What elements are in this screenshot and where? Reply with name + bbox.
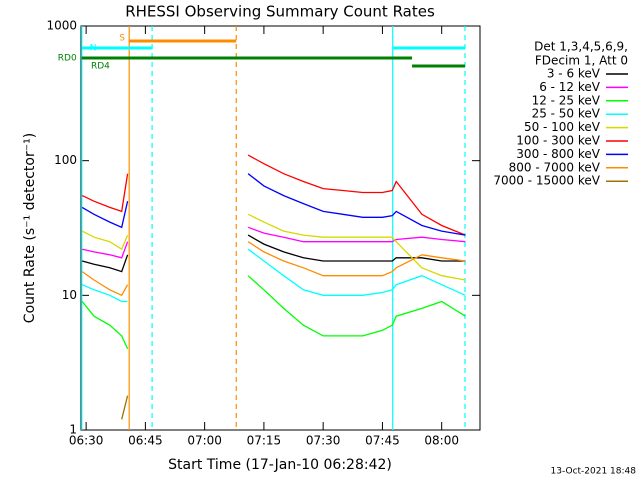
- series-line: [81, 248, 466, 303]
- x-tick-label: 06:30: [69, 434, 104, 448]
- x-tick-label: 07:30: [306, 434, 341, 448]
- x-tick-label: 08:00: [424, 434, 459, 448]
- x-tick-label: 07:45: [365, 434, 400, 448]
- y-axis-label: Count Rate (s⁻¹ detector⁻¹): [22, 133, 38, 323]
- x-tick-label: 06:45: [128, 434, 163, 448]
- x-axis-label: Start Time (17-Jan-10 06:28:42): [168, 457, 392, 473]
- legend-label: 300 - 800 keV: [516, 147, 600, 161]
- series-line: [82, 234, 466, 273]
- legend-label: 25 - 50 keV: [532, 107, 601, 121]
- legend-label: 800 - 7000 keV: [509, 160, 601, 174]
- legend-header: Det 1,3,4,5,6,9,: [534, 40, 628, 54]
- legend-label: 7000 - 15000 keV: [493, 174, 600, 188]
- plot-frame: [80, 25, 481, 431]
- chart-title: RHESSI Observing Summary Count Rates: [125, 3, 435, 21]
- legend-label: 6 - 12 keV: [539, 80, 601, 94]
- series-line: [82, 226, 466, 259]
- status-label: RD4: [91, 62, 110, 72]
- status-label: S: [119, 34, 125, 44]
- legend-label: 12 - 25 keV: [532, 93, 601, 107]
- status-label: RD0: [58, 54, 77, 64]
- x-tick-label: 07:15: [247, 434, 282, 448]
- series-line: [81, 241, 466, 297]
- series-line: [81, 154, 466, 236]
- status-label: N: [90, 44, 97, 54]
- y-tick-label: 100: [54, 153, 77, 167]
- legend-label: 50 - 100 keV: [524, 120, 601, 134]
- x-tick-label: 07:00: [187, 434, 222, 448]
- series-line: [81, 213, 466, 281]
- legend-label: 100 - 300 keV: [516, 134, 600, 148]
- legend-label: 3 - 6 keV: [547, 67, 601, 81]
- legend-header: FDecim 1, Att 0: [535, 54, 628, 68]
- footer: 13-Oct-2021 18:48: [551, 467, 637, 477]
- series-line: [81, 275, 466, 350]
- y-tick-label: 10: [62, 288, 77, 302]
- y-tick-label: 1: [69, 423, 77, 437]
- series-line: [81, 173, 466, 236]
- series-line: [121, 395, 129, 420]
- y-tick-label: 1000: [46, 19, 77, 33]
